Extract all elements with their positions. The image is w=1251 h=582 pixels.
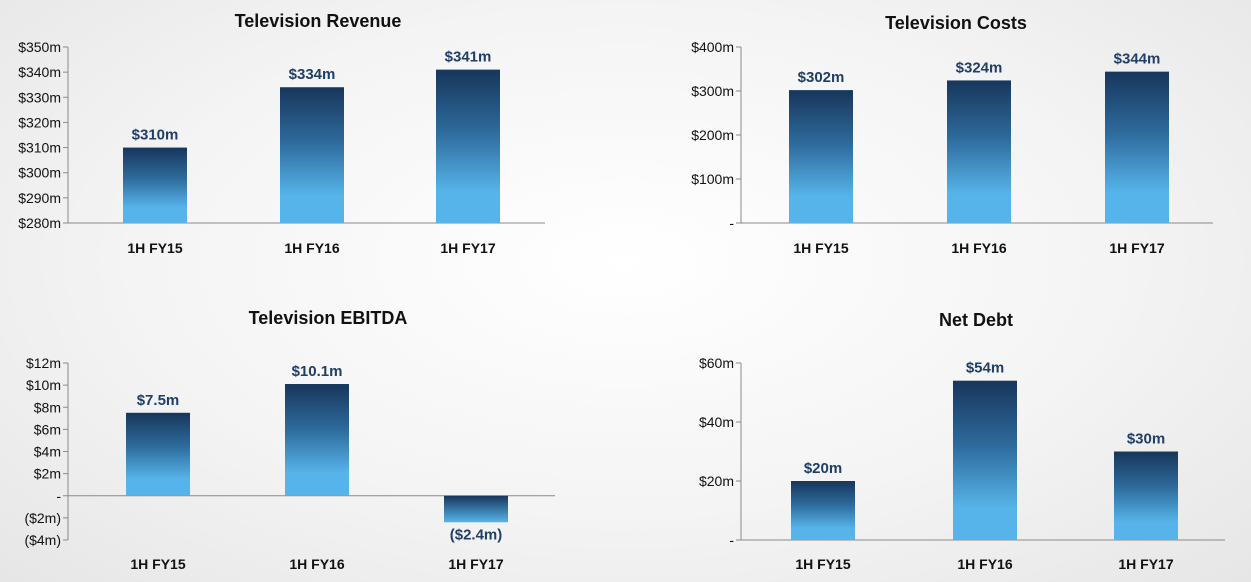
category-label: 1H FY17: [1118, 556, 1173, 572]
category-label: 1H FY17: [1109, 240, 1164, 256]
category-label: 1H FY15: [130, 556, 185, 572]
y-tick-label: $200m: [691, 127, 734, 143]
data-label: $324m: [956, 59, 1003, 76]
y-tick-label: -: [729, 532, 734, 548]
y-tick-label: $4m: [34, 444, 61, 460]
y-tick-label: ($4m): [24, 532, 61, 548]
y-tick-label: $330m: [18, 89, 61, 105]
category-label: 1H FY15: [793, 240, 848, 256]
category-label: 1H FY16: [289, 556, 344, 572]
bar: [953, 380, 1017, 540]
bar: [285, 384, 349, 496]
data-label: $30m: [1127, 431, 1165, 448]
chart-title: Television EBITDA: [249, 308, 408, 328]
y-tick-label: $400m: [691, 39, 734, 55]
y-tick-label: $300m: [691, 83, 734, 99]
data-label: $7.5m: [137, 392, 180, 409]
data-label: $310m: [132, 127, 179, 144]
chart-title: Television Costs: [885, 13, 1027, 33]
y-tick-label: $20m: [699, 473, 734, 489]
y-tick-label: $100m: [691, 171, 734, 187]
category-label: 1H FY16: [284, 240, 339, 256]
chart-costs: Television Costs - $100m $200m $300m $400m $30…: [691, 13, 1213, 256]
data-label: $334m: [289, 66, 336, 83]
y-tick-label: $300m: [18, 165, 61, 181]
y-tick-label: -: [56, 488, 61, 504]
bar: [1114, 451, 1178, 540]
data-label: $20m: [804, 460, 842, 477]
data-label: $302m: [798, 69, 845, 86]
chart-revenue: Television Revenue $280m $290m $300m $310m $3…: [18, 11, 545, 256]
category-label: 1H FY15: [795, 556, 850, 572]
category-label: 1H FY16: [957, 556, 1012, 572]
y-tick-label: $10m: [26, 377, 61, 393]
bar: [444, 495, 508, 523]
bar: [126, 412, 190, 496]
bar: [947, 80, 1011, 223]
chart-ebitda: Television EBITDA ($4m) ($2m) - $2m $4m $6m $8m…: [24, 308, 555, 572]
y-tick-label: $60m: [699, 355, 734, 371]
y-tick-label: $350m: [18, 39, 61, 55]
y-tick-label: $12m: [26, 355, 61, 371]
bar: [436, 69, 500, 223]
bar: [791, 481, 855, 540]
data-label: $341m: [445, 49, 492, 66]
y-tick-label: $320m: [18, 114, 61, 130]
y-tick-label: $280m: [18, 215, 61, 231]
y-tick-label: $40m: [699, 414, 734, 430]
y-tick-label: $2m: [34, 466, 61, 482]
data-label: $54m: [966, 360, 1004, 377]
y-tick-label: ($2m): [24, 510, 61, 526]
bar: [123, 147, 187, 223]
bar: [280, 87, 344, 223]
bar: [789, 90, 853, 224]
bar: [1105, 71, 1169, 223]
category-label: 1H FY16: [951, 240, 1006, 256]
y-tick-label: $310m: [18, 140, 61, 156]
y-tick-label: -: [729, 215, 734, 231]
y-tick-label: $6m: [34, 421, 61, 437]
data-label: $344m: [1114, 51, 1161, 68]
category-label: 1H FY15: [127, 240, 182, 256]
category-label: 1H FY17: [448, 556, 503, 572]
y-tick-label: $340m: [18, 64, 61, 80]
chart-title: Net Debt: [939, 310, 1013, 330]
category-label: 1H FY17: [440, 240, 495, 256]
data-label: ($2.4m): [450, 526, 503, 543]
y-tick-label: $8m: [34, 399, 61, 415]
chart-title: Television Revenue: [235, 11, 402, 31]
chart-net-debt: Net Debt - $20m $40m $60m $20m 1H FY15 $54m 1H F…: [699, 310, 1225, 572]
y-tick-label: $290m: [18, 190, 61, 206]
data-label: $10.1m: [292, 363, 343, 380]
